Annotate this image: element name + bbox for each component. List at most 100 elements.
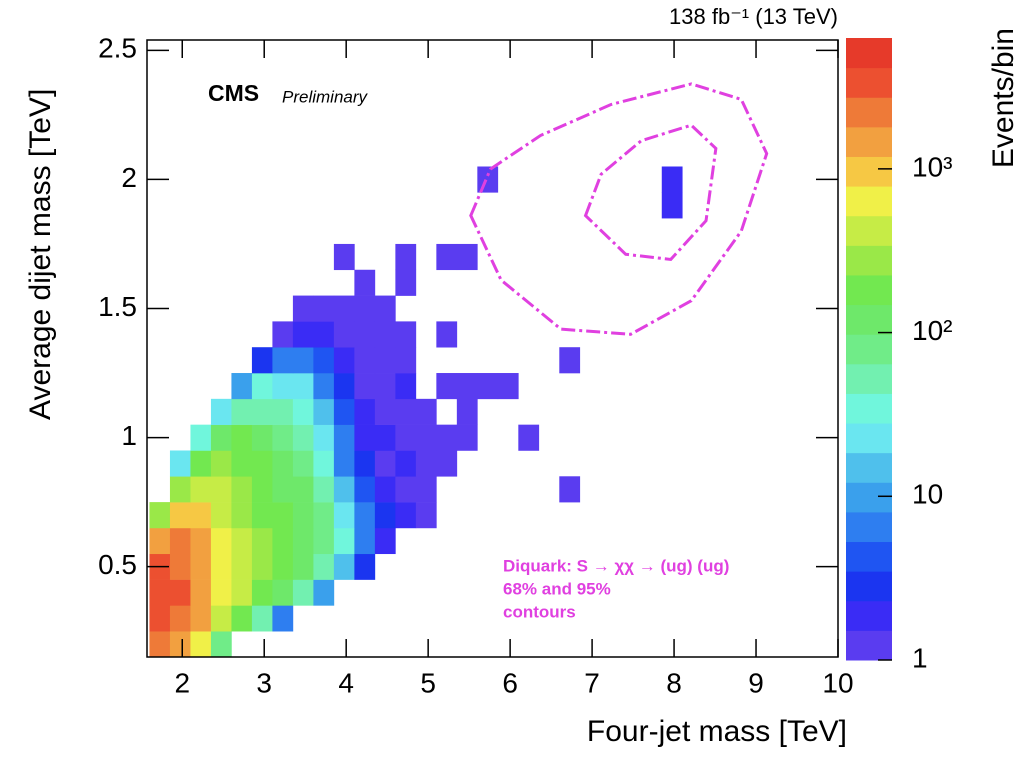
heatmap-cell (661, 192, 683, 219)
heatmap-cell (190, 424, 212, 451)
heatmap-cell (251, 450, 273, 477)
y-tick-label: 1 (121, 420, 137, 451)
heatmap-cell (272, 605, 294, 632)
heatmap-cell (231, 579, 253, 606)
y-tick-label: 2.5 (98, 33, 137, 64)
heatmap-cell (210, 424, 232, 451)
z-axis-label: Events/bin (987, 28, 1020, 168)
heatmap-cell (518, 424, 540, 451)
heatmap-cell (354, 398, 376, 425)
colorbar-band (846, 571, 892, 602)
heatmap-cell (456, 398, 478, 425)
heatmap-cell (210, 527, 232, 555)
y-axis-label: Average dijet mass [TeV] (24, 89, 57, 420)
contour (583, 123, 718, 262)
x-tick-label: 7 (584, 667, 600, 698)
heatmap-cell (333, 295, 355, 322)
heatmap-cell (354, 502, 376, 529)
heatmap-cell (272, 502, 294, 529)
heatmap-cell (333, 476, 355, 503)
x-tick-label: 6 (502, 667, 518, 698)
heatmap-cell (395, 424, 417, 451)
heatmap-cell (436, 373, 458, 400)
heatmap-cell (313, 424, 335, 451)
heatmap-cell (210, 605, 232, 632)
heatmap-cell (497, 373, 519, 400)
heatmap-cell (190, 553, 212, 580)
heatmap-cell (456, 243, 478, 271)
heatmap-cell (169, 605, 191, 632)
heatmap-cell (415, 476, 437, 503)
heatmap-cell (292, 476, 314, 503)
heatmap-cell (169, 631, 191, 658)
heatmap-cell (210, 398, 232, 425)
heatmap-cell (313, 347, 335, 374)
heatmap-cell (251, 398, 273, 425)
heatmap-cell (169, 476, 191, 503)
heatmap-cell (210, 579, 232, 606)
colorbar-band (846, 126, 892, 157)
colorbar-band (846, 186, 892, 217)
heatmap-cell (436, 424, 458, 451)
heatmap-cell (395, 450, 417, 477)
heatmap-cell (333, 527, 355, 555)
colorbar-band (846, 304, 892, 335)
z-tick-label: 10³ (912, 151, 952, 182)
heatmap-cell (374, 502, 396, 529)
heatmap-cell (251, 476, 273, 503)
heatmap-cell (333, 424, 355, 451)
y-tick-label: 1.5 (98, 291, 137, 322)
x-tick-label: 8 (666, 667, 682, 698)
heatmap-cell (190, 527, 212, 555)
heatmap-cell (251, 579, 273, 606)
heatmap-cell (354, 347, 376, 374)
heatmap-cell (395, 347, 417, 374)
heatmap-cell (374, 321, 396, 348)
colorbar-band (846, 482, 892, 513)
heatmap-cell (395, 502, 417, 529)
heatmap-cell (231, 424, 253, 451)
heatmap-cell (149, 502, 171, 529)
heatmap-cell (190, 579, 212, 606)
heatmap-cell (272, 347, 294, 374)
heatmap-cell (415, 502, 437, 529)
annotation: Diquark: S → χχ → (ug) (ug) (503, 556, 729, 575)
colorbar-band (846, 156, 892, 187)
heatmap-cell (333, 373, 355, 400)
heatmap-cell (374, 398, 396, 425)
colorbar-band (846, 600, 892, 631)
heatmap-cell (559, 476, 581, 503)
heatmap-cell (272, 450, 294, 477)
heatmap-cell (333, 450, 355, 477)
heatmap-cell (251, 373, 273, 400)
heatmap-cell (313, 295, 335, 322)
heatmap-cell (190, 631, 212, 658)
x-tick-label: 5 (420, 667, 436, 698)
heatmap-cell (272, 579, 294, 606)
heatmap-cell (313, 373, 335, 400)
heatmap-cell (169, 527, 191, 555)
z-tick-label: 10² (912, 315, 952, 346)
heatmap-cell (292, 502, 314, 529)
brand: CMS (208, 80, 259, 106)
heatmap-cell (190, 502, 212, 529)
heatmap-cell (210, 476, 232, 503)
heatmap-cell (292, 295, 314, 322)
heatmap-cell (292, 321, 314, 348)
heatmap-cell (313, 553, 335, 580)
heatmap-cell (149, 605, 171, 632)
heatmap-cell (231, 398, 253, 425)
heatmap-cell (436, 321, 458, 348)
x-tick-label: 3 (256, 667, 272, 698)
status: Preliminary (282, 87, 369, 106)
heatmap-cell (210, 631, 232, 658)
heatmap-cell (374, 527, 396, 555)
heatmap-cell (292, 527, 314, 555)
heatmap-cell (292, 450, 314, 477)
x-tick-label: 2 (174, 667, 190, 698)
heatmap-cell (313, 450, 335, 477)
heatmap-cell (313, 476, 335, 503)
annotation: 68% and 95% (503, 579, 611, 598)
heatmap-cell (313, 398, 335, 425)
heatmap-cell (333, 398, 355, 425)
